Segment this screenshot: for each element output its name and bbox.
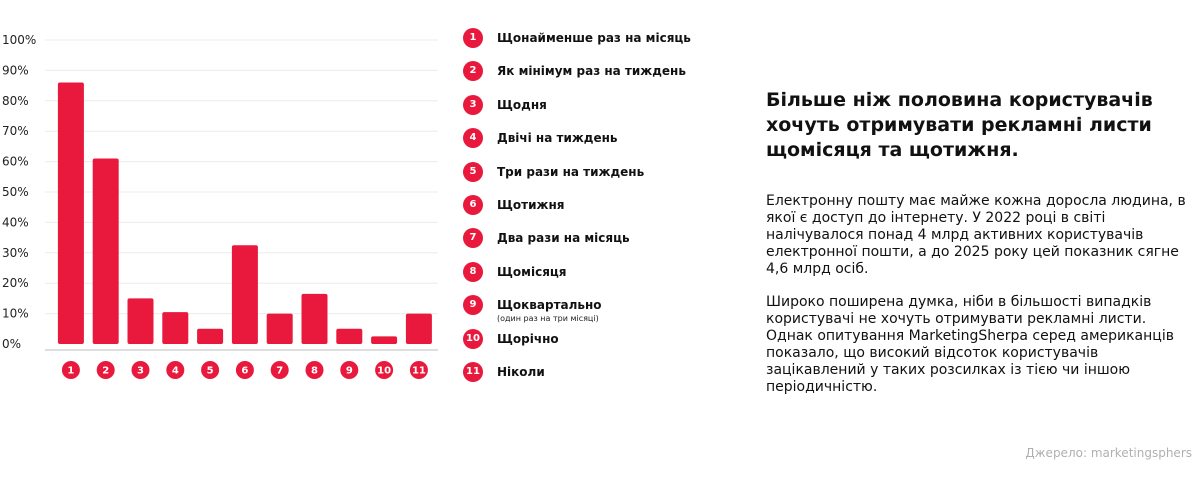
- y-tick-label: 80%: [2, 94, 29, 108]
- x-badge-4: [166, 361, 185, 379]
- bar-11: [405, 313, 432, 344]
- legend-badge: 11: [463, 362, 483, 382]
- x-tick-label: 10: [377, 366, 391, 377]
- legend-item: 2 Як мінімум раз на тиждень: [463, 59, 723, 83]
- x-badge-3: [131, 361, 150, 379]
- headline: Більше ніж половина користувачів хочуть …: [766, 89, 1153, 161]
- x-tick-label: 5: [207, 366, 214, 377]
- legend-label: Ніколи: [497, 365, 545, 379]
- legend-badge: 5: [463, 161, 483, 182]
- x-tick-label: 4: [172, 366, 179, 377]
- legend-badge: 3: [463, 94, 483, 115]
- legend-label: Три рази на тиждень: [497, 164, 645, 179]
- y-tick-label: 60%: [2, 155, 29, 169]
- x-badge-11: [409, 361, 428, 379]
- y-tick-label: 100%: [2, 33, 36, 47]
- y-tick-label: 50%: [2, 185, 29, 199]
- legend-badge: 4: [463, 128, 483, 149]
- bar-5: [197, 328, 224, 344]
- x-badge-8: [305, 361, 324, 379]
- legend-label: Як мінімум раз на тиждень: [497, 64, 686, 79]
- legend-label: Щорічно: [497, 331, 559, 346]
- y-axis-ticks: 0% 10% 20% 30% 40% 50% 60% 70% 80% 90% 100%: [2, 33, 36, 351]
- y-tick-label: 10%: [2, 307, 29, 321]
- y-tick-label: 40%: [2, 215, 29, 229]
- x-badge-9: [340, 361, 359, 379]
- legend-item: 8 Щомісяця: [463, 260, 723, 284]
- y-tick-label: 20%: [2, 276, 29, 290]
- y-tick-label: 70%: [2, 124, 29, 138]
- bar-6: [231, 245, 258, 344]
- legend-label: Щоквартально: [497, 298, 602, 313]
- legend-item: 3 Щодня: [463, 93, 723, 117]
- x-tick-label: 11: [412, 366, 426, 377]
- legend-badge: 8: [463, 261, 483, 282]
- x-tick-label: 8: [311, 366, 318, 377]
- bar-9: [336, 328, 363, 344]
- x-badge-6: [235, 361, 254, 379]
- legend-item: 5 Три рази на тиждень: [463, 160, 723, 184]
- bar-2: [92, 158, 119, 344]
- y-tick-label: 0%: [2, 337, 21, 351]
- legend-label: Щодня: [497, 97, 547, 112]
- legend-item: 6 Щотижня: [463, 193, 723, 217]
- legend-badge: 6: [463, 195, 483, 215]
- x-badge-5: [201, 361, 220, 379]
- legend-label: Щонайменше раз на місяць: [497, 31, 691, 45]
- legend-item: 1 Щонайменше раз на місяць: [463, 26, 723, 50]
- paragraph-1: Електронну пошту має майже кожна доросла…: [766, 193, 1186, 277]
- bar-8: [301, 293, 328, 344]
- x-tick-label: 2: [102, 366, 109, 377]
- bar-1: [57, 82, 84, 344]
- bar-4: [162, 312, 189, 344]
- legend-item: 7 Два рази на місяць: [463, 226, 723, 250]
- legend-badge: 2: [463, 61, 483, 82]
- legend-item: 10 Щорічно: [463, 327, 723, 351]
- x-tick-label: 7: [276, 366, 283, 377]
- legend-item: 11 Ніколи: [463, 360, 723, 384]
- legend-label: Щомісяця: [497, 264, 567, 279]
- paragraph-2: Широко поширена думка, ніби в більшості …: [766, 294, 1174, 395]
- y-tick-label: 90%: [2, 63, 29, 77]
- x-badge-1: [61, 361, 80, 379]
- legend-item: 4 Двічі на тиждень: [463, 126, 723, 150]
- x-axis-badges: 1 2 3 4 5 6 7 8 9 10 11: [61, 361, 428, 379]
- legend-label: Двічі на тиждень: [497, 131, 618, 146]
- x-tick-label: 6: [241, 366, 248, 377]
- x-tick-label: 1: [67, 366, 74, 377]
- legend-label: Два рази на місяць: [497, 231, 630, 246]
- x-tick-label: 9: [346, 366, 353, 377]
- x-badge-10: [375, 361, 394, 379]
- bar-chart: 0% 10% 20% 30% 40% 50% 60% 70% 80% 90% 100% 1 2 3 4 5 6…: [2, 33, 438, 379]
- x-badge-2: [96, 361, 115, 379]
- legend-note: (один раз на три місяці): [497, 314, 599, 324]
- bar-3: [127, 298, 154, 344]
- x-badge-7: [270, 361, 289, 379]
- source-note: Джерело: marketingsphers: [1025, 446, 1192, 460]
- bar-10: [371, 336, 398, 344]
- bar-7: [266, 313, 293, 344]
- legend-item: 9 Щоквартально (один раз на три місяці): [463, 293, 723, 323]
- legend-badge: 10: [463, 328, 483, 349]
- legend-badge: 1: [463, 28, 483, 48]
- y-tick-label: 30%: [2, 246, 29, 260]
- legend-badge: 9: [463, 295, 483, 316]
- chart-bars: [57, 82, 432, 344]
- legend-label: Щотижня: [497, 198, 565, 212]
- legend-badge: 7: [463, 228, 483, 249]
- x-tick-label: 3: [137, 366, 144, 377]
